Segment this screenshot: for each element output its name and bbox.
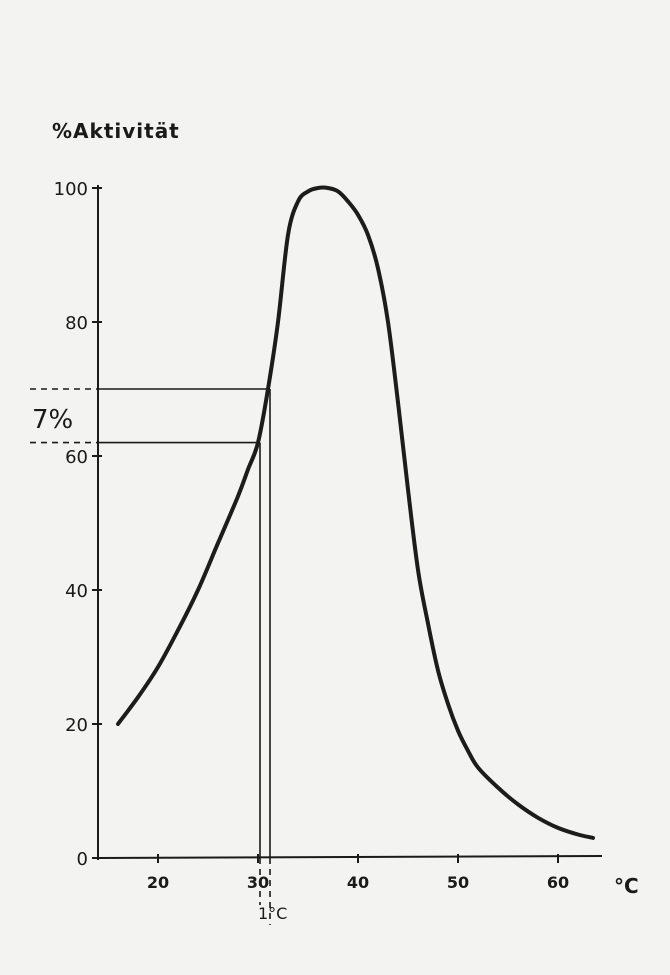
delta-temperature-label: 1°C [258, 904, 287, 923]
y-tick-label: 0 [77, 849, 88, 870]
y-tick-label: 80 [65, 313, 88, 334]
x-tick-label: 50 [447, 873, 469, 892]
y-tick-label: 20 [65, 715, 88, 736]
activity-curve [116, 185, 595, 840]
y-axis-label: %Aktivität [52, 119, 180, 143]
delta-activity-label: 7% [32, 405, 73, 435]
x-tick-label: 40 [347, 873, 369, 892]
y-tick-label: 100 [54, 179, 88, 200]
y-tick-label: 60 [65, 447, 88, 468]
x-tick-label: 60 [547, 873, 569, 892]
x-axis-label: °C [614, 874, 639, 898]
x-axis [97, 855, 603, 859]
x-tick-label: 20 [147, 873, 169, 892]
x-tick-label: 30 [247, 873, 269, 892]
y-tick-label: 40 [65, 581, 88, 602]
